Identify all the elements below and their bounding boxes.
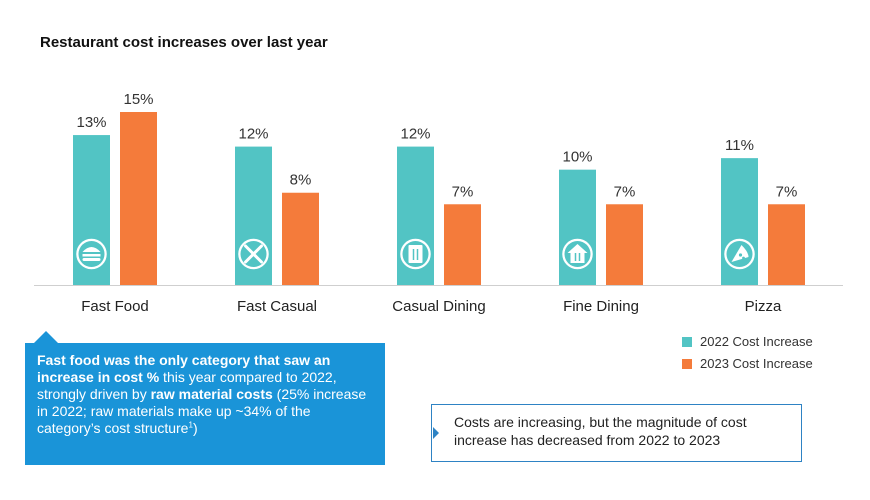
data-label-casual-dining-2023: 7% [452, 183, 474, 200]
data-label-casual-dining-2022: 12% [400, 126, 430, 143]
fork-knife-icon [244, 244, 263, 264]
summary-note-text: Costs are increasing, but the magnitude … [454, 414, 747, 448]
data-label-pizza-2023: 7% [776, 183, 798, 200]
legend-label-2022: 2022 Cost Increase [700, 334, 813, 349]
legend-item-2023: 2023 Cost Increase [682, 356, 813, 371]
legend-item-2022: 2022 Cost Increase [682, 334, 813, 349]
callout-text-1: this year compared to 2022, strongly dri… [37, 369, 337, 402]
legend-swatch-2023 [682, 358, 692, 369]
category-label-fast-casual: Fast Casual [237, 298, 317, 315]
callout-text-3: ) [192, 420, 198, 436]
summary-note: Costs are increasing, but the magnitude … [431, 404, 802, 462]
bar-fast-casual-2023 [282, 192, 319, 285]
legend-label-2023: 2023 Cost Increase [700, 356, 813, 371]
data-label-pizza-2022: 11% [725, 137, 754, 154]
data-label-fast-food-2023: 15% [123, 91, 153, 108]
callout-bold-1: Fast food was the only category that saw… [37, 352, 331, 385]
pizza-slice-icon [731, 245, 749, 262]
burger-icon [82, 247, 101, 261]
chart-title: Restaurant cost increases over last year [40, 34, 328, 51]
bar-fine-dining-2023 [606, 204, 643, 285]
data-label-fast-food-2022: 13% [76, 114, 106, 131]
data-label-fine-dining-2023: 7% [614, 183, 636, 200]
callout-bold-2: raw material costs [150, 386, 273, 402]
category-label-pizza: Pizza [745, 298, 782, 315]
fast-food-callout: Fast food was the only category that saw… [25, 343, 385, 465]
legend-swatch-2022 [682, 336, 692, 347]
bar-chart: 13% 15% Fast Food 12% 8% Fast Casual 12% 7% Casu… [34, 91, 843, 315]
bar-fast-food-2023 [120, 112, 157, 285]
bar-pizza-2023 [768, 204, 805, 285]
category-label-fine-dining: Fine Dining [563, 298, 639, 315]
callout-text-2: (25% increase in 2022; raw materials mak… [37, 386, 367, 436]
bar-casual-dining-2023 [444, 204, 481, 285]
summary-note-arrow-icon [433, 427, 439, 439]
data-label-fine-dining-2022: 10% [562, 149, 592, 166]
data-label-fast-casual-2022: 12% [238, 126, 268, 143]
house-dining-icon [567, 244, 588, 263]
data-label-fast-casual-2023: 8% [290, 172, 312, 189]
category-label-casual-dining: Casual Dining [392, 298, 485, 315]
menu-book-icon [408, 245, 423, 263]
category-label-fast-food: Fast Food [81, 298, 149, 315]
callout-footnote-marker: 1 [188, 420, 193, 430]
callout-pointer [34, 331, 58, 343]
